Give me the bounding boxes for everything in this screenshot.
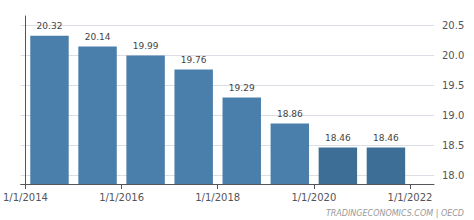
svg-text:20.5: 20.5 (442, 20, 464, 31)
svg-text:18.46: 18.46 (325, 133, 351, 143)
svg-text:20.14: 20.14 (85, 32, 111, 42)
svg-text:1/1/2018: 1/1/2018 (195, 192, 240, 203)
svg-text:20.0: 20.0 (442, 50, 464, 61)
svg-text:19.29: 19.29 (229, 83, 255, 93)
svg-text:19.0: 19.0 (442, 110, 464, 121)
svg-text:18.86: 18.86 (277, 109, 303, 119)
svg-text:1/1/2014: 1/1/2014 (3, 192, 48, 203)
svg-text:20.32: 20.32 (37, 21, 63, 31)
svg-text:18.46: 18.46 (373, 133, 399, 143)
svg-text:19.99: 19.99 (133, 41, 159, 51)
svg-text:1/1/2022: 1/1/2022 (388, 192, 433, 203)
svg-text:1/1/2020: 1/1/2020 (291, 192, 336, 203)
svg-text:19.76: 19.76 (181, 55, 207, 65)
svg-text:19.5: 19.5 (442, 80, 464, 91)
svg-text:TRADINGECONOMICS.COM | OECD: TRADINGECONOMICS.COM | OECD (326, 209, 464, 218)
svg-text:18.5: 18.5 (442, 140, 464, 151)
svg-text:18.0: 18.0 (442, 170, 464, 181)
svg-text:1/1/2016: 1/1/2016 (99, 192, 144, 203)
